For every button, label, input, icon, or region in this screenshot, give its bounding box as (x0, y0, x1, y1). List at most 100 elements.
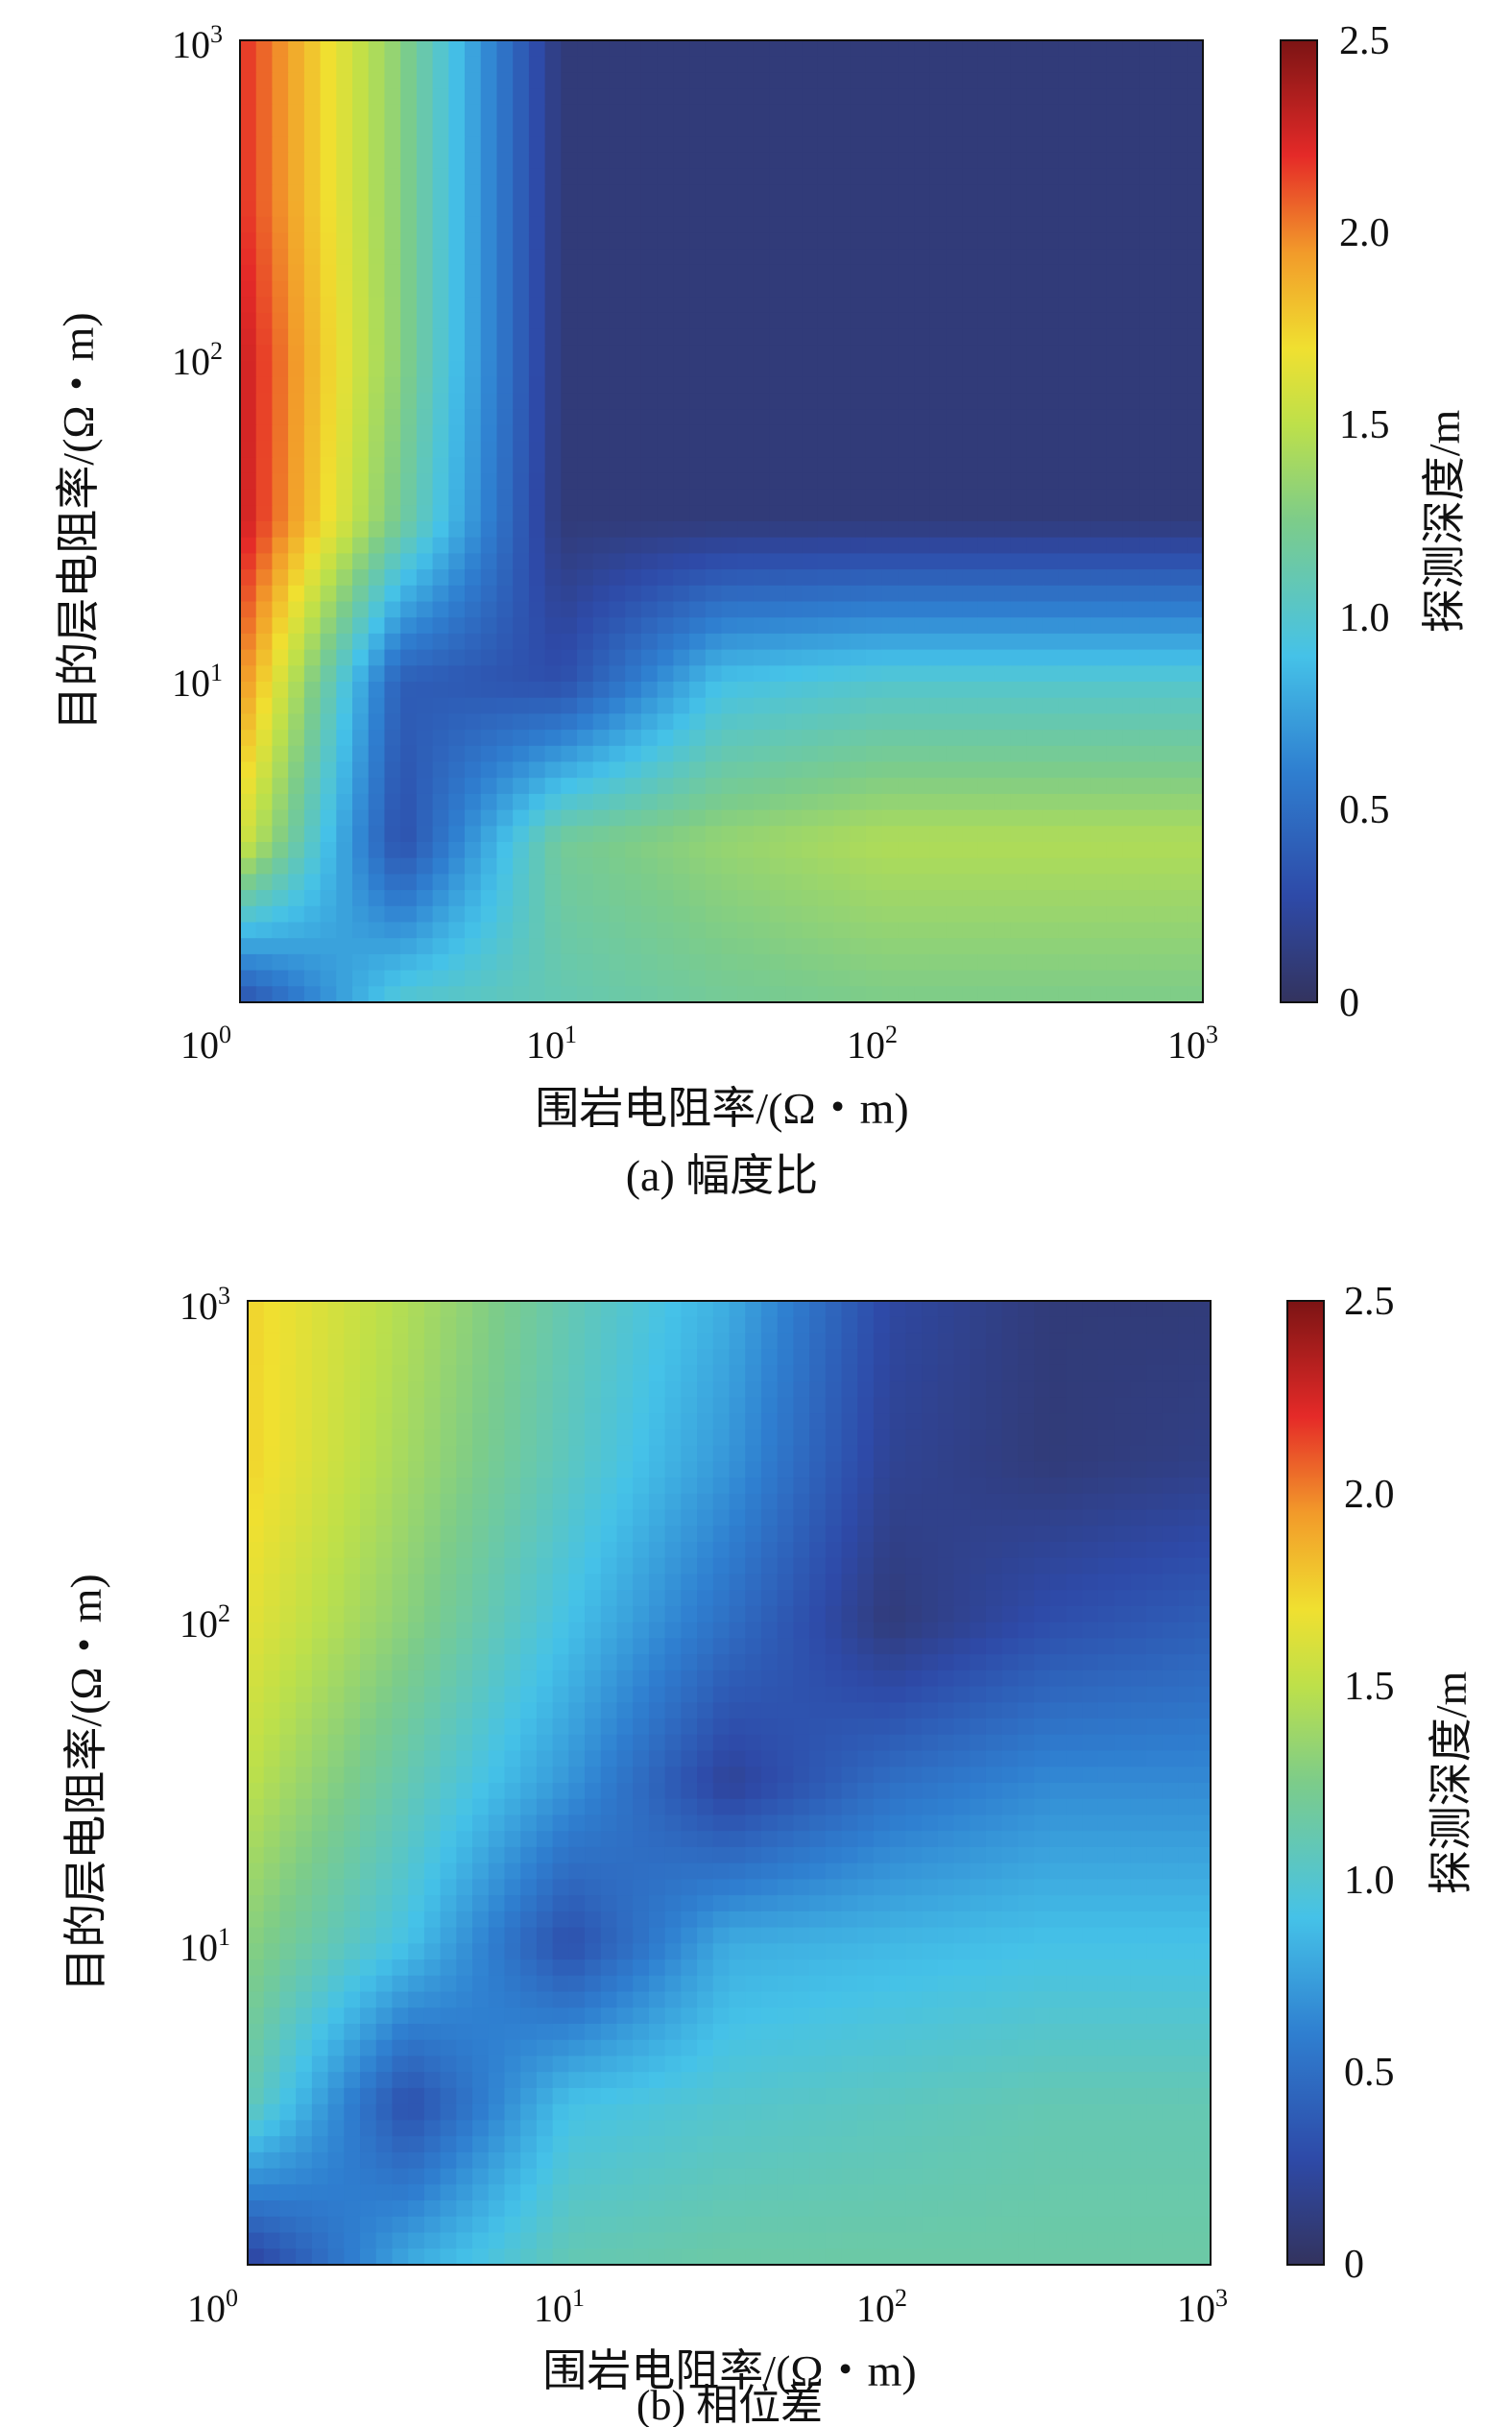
heatmap-cell (488, 1622, 506, 1639)
heatmap-cell (689, 280, 707, 298)
heatmap-cell (625, 56, 642, 73)
heatmap-cell (1106, 857, 1124, 875)
heatmap-cell (817, 184, 835, 202)
heatmap-cell (1187, 441, 1203, 458)
heatmap-cell (802, 842, 819, 859)
heatmap-cell (513, 857, 530, 875)
heatmap-cell (712, 1333, 731, 1350)
heatmap-cell (288, 826, 305, 843)
heatmap-cell (898, 537, 915, 554)
heatmap-cell (689, 184, 707, 202)
heatmap-cell (769, 361, 786, 378)
heatmap-cell (480, 649, 498, 666)
heatmap-cell (865, 393, 883, 410)
heatmap-cell (817, 809, 835, 827)
heatmap-cell (1018, 1493, 1035, 1511)
heatmap-cell (809, 1574, 827, 1591)
heatmap-cell (817, 40, 835, 58)
heatmap-cell (1139, 857, 1156, 875)
heatmap-cell (416, 553, 434, 570)
heatmap-cell (833, 793, 851, 811)
heatmap-cell (1058, 905, 1075, 924)
heatmap-cell (785, 40, 803, 58)
heatmap-cell (962, 617, 979, 635)
heatmap-cell (311, 1364, 329, 1382)
heatmap-cell (400, 665, 418, 683)
heatmap-cell (640, 184, 659, 202)
heatmap-cell (929, 730, 948, 747)
heatmap-cell (1058, 328, 1075, 346)
heatmap-cell (263, 1638, 281, 1655)
heatmap-cell (577, 697, 594, 714)
heatmap-cell (440, 1478, 457, 1495)
heatmap-cell (905, 1557, 923, 1575)
heatmap-cell (592, 585, 611, 603)
heatmap-cell (946, 682, 963, 699)
heatmap-cell (785, 601, 803, 618)
heatmap-cell (753, 216, 771, 233)
heatmap-cell (1122, 970, 1140, 987)
heatmap-cell (633, 1605, 650, 1623)
heatmap-cell (368, 104, 386, 122)
heatmap-cell (336, 730, 353, 747)
heatmap-cell (985, 1364, 1003, 1382)
heatmap-cell (360, 1574, 377, 1591)
heatmap-cell (448, 457, 466, 474)
heatmap-cell (616, 1381, 634, 1398)
heatmap-cell (1114, 1590, 1132, 1607)
heatmap-cell (488, 1542, 506, 1559)
heatmap-cell (384, 168, 401, 185)
heatmap-cell (753, 601, 771, 618)
heatmap-cell (327, 1605, 345, 1623)
heatmap-cell (416, 986, 434, 1002)
heatmap-cell (721, 874, 738, 891)
heatmap-cell (937, 1526, 955, 1543)
heatmap-cell (977, 809, 996, 827)
heatmap-cell (327, 1509, 345, 1526)
heatmap-cell (544, 617, 562, 635)
heatmap-cell (994, 280, 1011, 298)
heatmap-cell (352, 489, 370, 506)
heatmap-cell (721, 424, 738, 443)
heatmap-cell (1058, 665, 1075, 683)
heatmap-cell (327, 1590, 345, 1607)
heatmap-cell (793, 1349, 810, 1366)
heatmap-cell (1114, 1429, 1132, 1447)
heatmap-cell (769, 201, 786, 218)
heatmap-cell (1074, 280, 1092, 298)
heatmap-cell (721, 938, 738, 955)
heatmap-cell (368, 842, 386, 859)
heatmap-cell (777, 1364, 794, 1382)
heatmap-cell (753, 697, 771, 714)
heatmap-cell (592, 874, 611, 891)
heatmap-cell (914, 361, 931, 378)
heatmap-cell (1074, 264, 1092, 282)
heatmap-cell (561, 328, 578, 346)
heatmap-cell (914, 505, 931, 522)
heatmap-cell (1154, 249, 1172, 266)
heatmap-cell (962, 345, 979, 362)
heatmap-cell (673, 922, 690, 939)
heatmap-cell (240, 136, 257, 154)
heatmap-cell (881, 842, 899, 859)
heatmap-cell (1090, 537, 1108, 554)
heatmap-cell (352, 361, 370, 378)
heatmap-cell (962, 489, 979, 506)
heatmap-cell (600, 1509, 618, 1526)
heatmap-cell (1074, 72, 1092, 89)
heatmap-cell (753, 201, 771, 218)
heatmap-cell (929, 761, 948, 779)
heatmap-cell (616, 1445, 634, 1462)
heatmap-cell (1170, 953, 1188, 972)
heatmap-cell (368, 312, 386, 330)
heatmap-cell (504, 1590, 521, 1607)
heatmap-cell (657, 730, 674, 747)
heatmap-cell (240, 857, 257, 875)
heatmap-cell (609, 826, 626, 843)
heatmap-cell (745, 1349, 762, 1366)
heatmap-cell (625, 505, 642, 522)
heatmap-cell (817, 826, 835, 843)
heatmap-cell (577, 249, 594, 266)
heatmap-cell (1090, 441, 1108, 458)
heatmap-cell (689, 88, 707, 106)
